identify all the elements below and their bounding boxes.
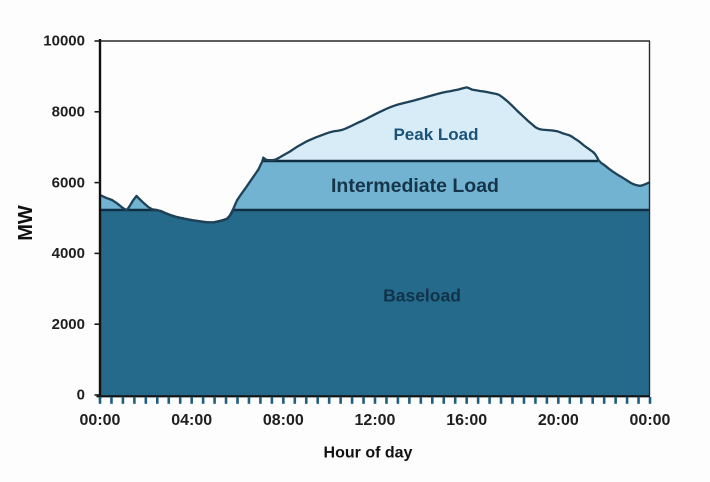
- svg-text:04:00: 04:00: [171, 412, 212, 429]
- svg-text:6000: 6000: [52, 174, 85, 191]
- svg-text:10000: 10000: [43, 33, 85, 50]
- svg-text:2000: 2000: [52, 316, 85, 333]
- svg-text:Hour of day: Hour of day: [324, 445, 413, 462]
- svg-text:8000: 8000: [52, 104, 85, 121]
- svg-text:0: 0: [77, 387, 85, 404]
- svg-text:08:00: 08:00: [263, 412, 304, 429]
- svg-text:Intermediate Load: Intermediate Load: [331, 175, 499, 197]
- svg-text:00:00: 00:00: [80, 412, 121, 429]
- svg-text:4000: 4000: [52, 245, 85, 262]
- svg-text:00:00: 00:00: [630, 412, 671, 429]
- svg-text:20:00: 20:00: [538, 412, 579, 429]
- svg-text:16:00: 16:00: [446, 412, 487, 429]
- svg-text:12:00: 12:00: [355, 412, 396, 429]
- svg-text:MW: MW: [15, 205, 37, 241]
- svg-text:Baseload: Baseload: [383, 286, 461, 306]
- svg-text:Peak Load: Peak Load: [393, 125, 478, 144]
